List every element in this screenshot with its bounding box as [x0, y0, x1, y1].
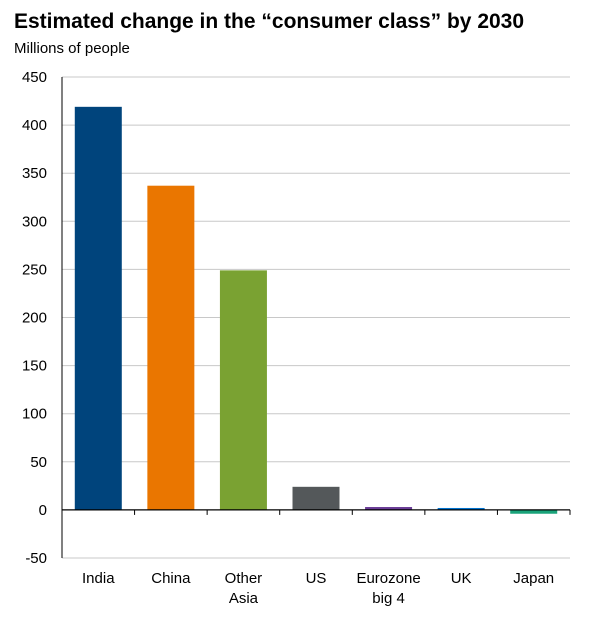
bar: [147, 185, 195, 510]
y-tick-label: 250: [22, 261, 47, 278]
y-tick-label: 200: [22, 310, 47, 327]
bar: [219, 270, 267, 510]
bar: [365, 507, 413, 510]
y-tick-label: 50: [30, 454, 47, 471]
x-tick-label: US: [306, 570, 327, 587]
chart-subtitle: Millions of people: [14, 40, 130, 57]
chart-title: Estimated change in the “consumer class”…: [14, 10, 525, 33]
bar: [292, 486, 340, 510]
bar: [74, 106, 122, 510]
bar: [437, 507, 485, 510]
x-tick-label: Japan: [513, 570, 554, 587]
x-tick-label: China: [151, 570, 191, 587]
x-tick-label: India: [82, 570, 115, 587]
x-tick-label: Other Asia: [225, 570, 263, 607]
y-tick-label: 350: [22, 165, 47, 182]
y-tick-label: 100: [22, 406, 47, 423]
y-tick-label: -50: [25, 550, 47, 567]
y-tick-label: 300: [22, 213, 47, 230]
y-tick-label: 150: [22, 358, 47, 375]
x-tick-label: UK: [451, 570, 472, 587]
y-tick-label: 400: [22, 117, 47, 134]
bar: [510, 509, 558, 514]
y-tick-label: 0: [39, 502, 47, 519]
y-tick-label: 450: [22, 69, 47, 86]
x-tick-label: Eurozone big 4: [356, 570, 420, 607]
